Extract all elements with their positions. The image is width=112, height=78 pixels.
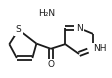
Text: NH: NH [93, 44, 106, 53]
Text: O: O [47, 60, 54, 69]
Text: H₂N: H₂N [38, 9, 55, 18]
Text: N: N [76, 24, 82, 33]
Text: S: S [16, 25, 21, 34]
